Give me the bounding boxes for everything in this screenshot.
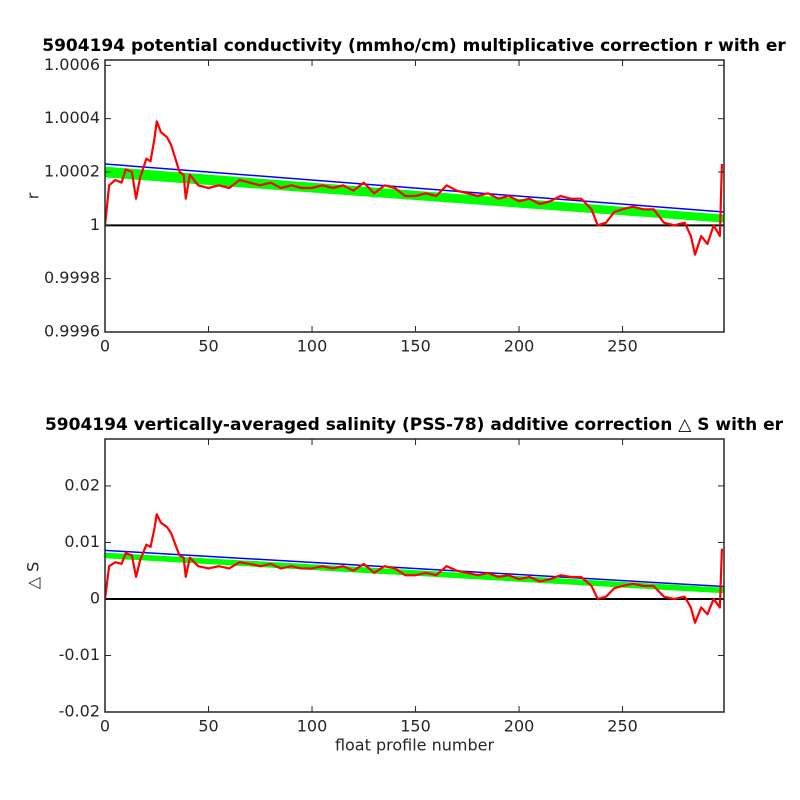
y-tick-label: 0 [90, 588, 100, 607]
y-axis-label: △ S [24, 562, 43, 590]
y-axis-label: r [24, 192, 43, 199]
x-tick-label: 100 [297, 337, 328, 356]
plot-area [105, 513, 724, 624]
y-tick-label: 1.0002 [44, 162, 100, 181]
chart-title: 5904194 vertically-averaged salinity (PS… [45, 415, 784, 435]
error-band [105, 552, 724, 594]
y-tick-label: -0.01 [59, 645, 100, 664]
y-tick-label: 0.9996 [44, 322, 100, 341]
fit-line [105, 549, 724, 588]
y-tick-label: 0.01 [64, 532, 100, 551]
x-tick-label: 100 [297, 717, 328, 736]
x-tick-label: 0 [100, 337, 110, 356]
plot-area [105, 120, 724, 256]
error-band [105, 166, 724, 223]
x-tick-label: 200 [504, 337, 535, 356]
fit-line [105, 163, 724, 213]
x-tick-label: 250 [607, 717, 638, 736]
x-tick-label: 200 [504, 717, 535, 736]
y-tick-label: 1.0006 [44, 55, 100, 74]
y-tick-label: 0.02 [64, 475, 100, 494]
data-line [105, 120, 724, 256]
chart-title: 5904194 potential conductivity (mmho/cm)… [42, 36, 786, 56]
x-tick-label: 150 [400, 717, 431, 736]
x-tick-label: 50 [198, 717, 218, 736]
axes-box [104, 59, 725, 333]
y-tick-label: 1.0004 [44, 108, 100, 127]
x-tick-label: 150 [400, 337, 431, 356]
y-tick-label: 1 [90, 215, 100, 234]
data-line [105, 513, 724, 624]
axes-box [104, 438, 725, 713]
x-axis-label: float profile number [335, 736, 495, 755]
y-tick-label: 0.9998 [44, 268, 100, 287]
x-tick-label: 50 [198, 337, 218, 356]
y-tick-label: -0.02 [59, 702, 100, 721]
x-tick-label: 0 [100, 717, 110, 736]
x-tick-label: 250 [607, 337, 638, 356]
